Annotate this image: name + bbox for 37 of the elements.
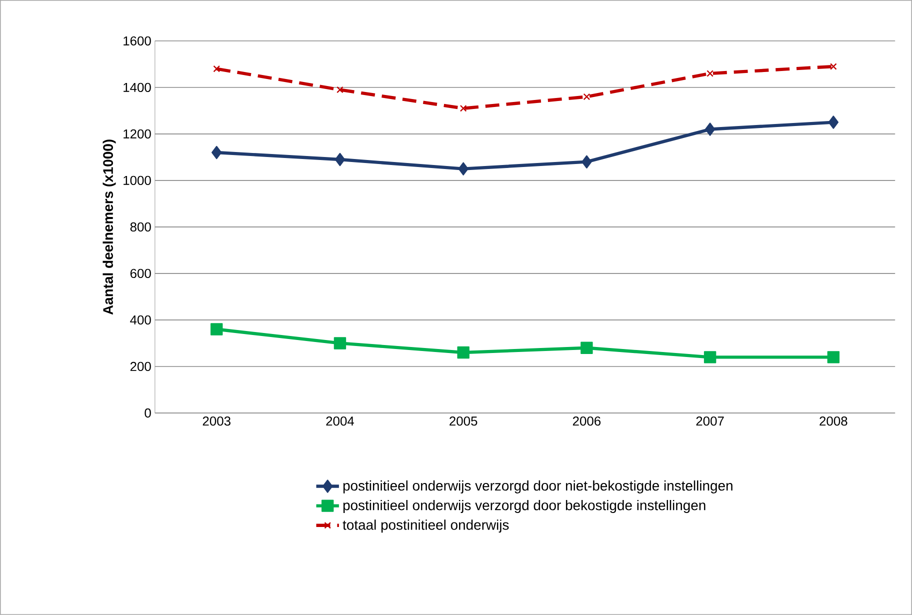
legend-label: totaal postinitieel onderwijs xyxy=(342,520,509,533)
y-tick-label: 1400 xyxy=(124,82,151,92)
x-tick-label: 2005 xyxy=(450,416,478,426)
point xyxy=(460,104,467,112)
point xyxy=(457,346,470,359)
point xyxy=(583,93,590,100)
point xyxy=(582,155,592,168)
y-tick-label: 1000 xyxy=(124,176,151,186)
y-tick-label: 1200 xyxy=(124,129,151,139)
point xyxy=(706,70,714,77)
point xyxy=(458,162,468,176)
point xyxy=(828,116,839,129)
point xyxy=(212,146,222,160)
y-tick-label: 400 xyxy=(130,315,151,325)
point xyxy=(704,351,716,364)
point xyxy=(580,342,593,354)
point xyxy=(336,86,344,94)
legend-label: postinitieel onderwijs verzorgd door bekostigde instellingen xyxy=(343,500,706,514)
y-tick-label: 0 xyxy=(144,408,151,418)
point xyxy=(334,152,346,166)
point xyxy=(334,337,346,350)
x-tick-label: 2007 xyxy=(696,416,724,426)
y-tick-label: 600 xyxy=(130,268,151,278)
y-tick-label: 1600 xyxy=(124,36,151,46)
point xyxy=(704,122,716,136)
y-axis-title: Aantal deelnemers (x1000) xyxy=(102,140,116,315)
x-tick-label: 2008 xyxy=(820,416,848,426)
x-tick-label: 2006 xyxy=(572,416,601,426)
point xyxy=(827,351,840,364)
x-tick-label: 2004 xyxy=(326,416,354,426)
legend-label: postinitieel onderwijs verzorgd door niet-bekostigde instellingen xyxy=(343,480,732,494)
y-tick-label: 800 xyxy=(130,222,151,232)
point xyxy=(830,63,837,70)
x-tick-label: 2003 xyxy=(202,416,230,426)
y-tick-label: 200 xyxy=(130,362,151,372)
point xyxy=(213,65,220,72)
point xyxy=(210,323,223,336)
